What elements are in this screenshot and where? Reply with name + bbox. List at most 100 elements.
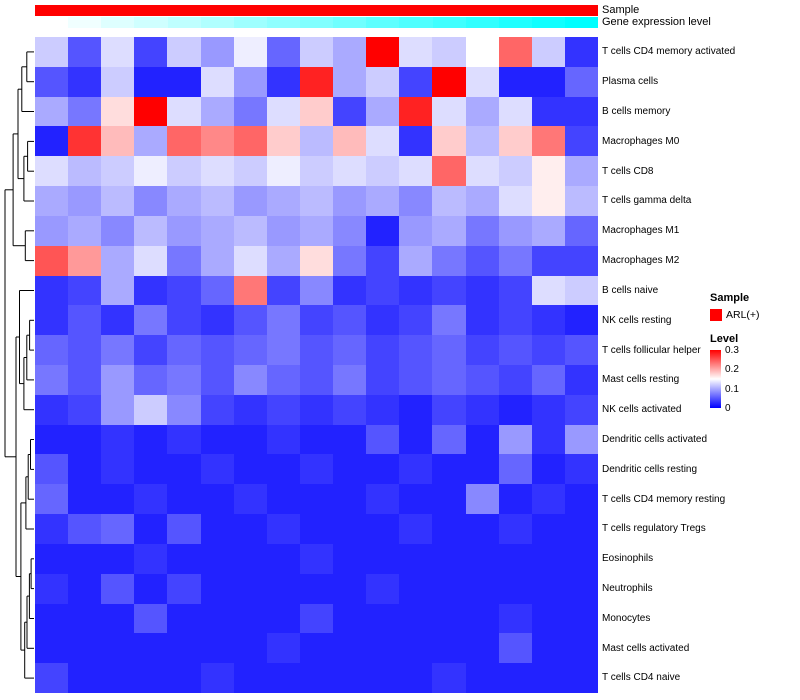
legend-level-title: Level bbox=[710, 333, 739, 345]
heatmap-cell bbox=[333, 543, 367, 574]
heatmap-cell bbox=[333, 66, 367, 97]
heatmap-cell bbox=[432, 215, 466, 246]
heatmap-cell bbox=[366, 365, 400, 395]
heatmap-cell bbox=[333, 215, 367, 246]
heatmap-cell bbox=[465, 37, 499, 67]
heatmap-cell bbox=[366, 424, 400, 455]
heatmap-cell bbox=[498, 275, 532, 306]
heatmap-cell bbox=[498, 603, 532, 634]
heatmap-cell bbox=[531, 37, 565, 67]
sample-annotation-cell bbox=[35, 5, 69, 16]
heatmap-cell bbox=[299, 245, 334, 276]
heatmap-cell bbox=[200, 156, 234, 187]
heatmap-cell bbox=[366, 603, 400, 634]
gene-expression-annotation-bar bbox=[35, 17, 599, 28]
row-label: Macrophages M2 bbox=[602, 255, 680, 267]
heatmap-cell bbox=[299, 275, 334, 306]
heatmap-cell bbox=[134, 96, 168, 127]
heatmap-cell bbox=[68, 215, 102, 246]
heatmap-cell bbox=[399, 186, 433, 216]
row-label: Dendritic cells activated bbox=[602, 433, 708, 445]
sample-annotation-cell bbox=[333, 5, 367, 16]
heatmap-cell bbox=[432, 603, 466, 634]
heatmap-cell bbox=[333, 514, 367, 544]
heatmap-cell bbox=[167, 275, 201, 306]
heatmap-cell bbox=[299, 514, 334, 544]
heatmap-cell bbox=[531, 573, 565, 604]
heatmap-cell bbox=[498, 335, 532, 365]
heatmap-cell bbox=[465, 186, 499, 216]
heatmap-cell bbox=[134, 603, 168, 634]
heatmap-cell bbox=[68, 335, 102, 365]
heatmap-cell bbox=[167, 37, 201, 67]
heatmap-cell bbox=[465, 215, 499, 246]
heatmap-cell bbox=[333, 186, 367, 216]
heatmap-cell bbox=[167, 573, 201, 604]
heatmap-cell bbox=[299, 454, 334, 485]
heatmap-cell bbox=[101, 663, 135, 693]
heatmap-cell bbox=[167, 186, 201, 216]
heatmap-cell bbox=[68, 156, 102, 187]
heatmap-cell bbox=[333, 156, 367, 187]
heatmap-cell bbox=[233, 186, 267, 216]
heatmap-cell bbox=[531, 543, 565, 574]
heatmap-cell bbox=[498, 633, 532, 664]
heatmap-cell bbox=[399, 663, 433, 693]
heatmap-cell bbox=[366, 96, 400, 127]
heatmap-cell bbox=[134, 454, 168, 485]
heatmap-cell bbox=[432, 275, 466, 306]
gene-expression-annotation-cell bbox=[565, 17, 599, 28]
heatmap-cell bbox=[101, 633, 135, 664]
heatmap-cell bbox=[200, 633, 234, 664]
heatmap-cell bbox=[167, 126, 201, 157]
heatmap-cell bbox=[233, 156, 267, 187]
heatmap-cell bbox=[101, 275, 135, 306]
gene-expression-annotation-cell bbox=[465, 17, 499, 28]
heatmap-cell bbox=[101, 96, 135, 127]
heatmap-cell bbox=[68, 394, 102, 425]
heatmap-cell bbox=[531, 394, 565, 425]
heatmap-cell bbox=[266, 573, 300, 604]
heatmap-cell bbox=[399, 543, 433, 574]
heatmap-cell bbox=[35, 186, 69, 216]
level-tick-label: 0.2 bbox=[725, 364, 739, 376]
heatmap-cell bbox=[101, 573, 135, 604]
heatmap-cell bbox=[200, 454, 234, 485]
heatmap-cell bbox=[432, 126, 466, 157]
heatmap-cell bbox=[366, 156, 400, 187]
heatmap-cell bbox=[35, 543, 69, 574]
row-label: B cells memory bbox=[602, 106, 671, 118]
heatmap-cell bbox=[68, 603, 102, 634]
heatmap-cell bbox=[333, 275, 367, 306]
heatmap-cell bbox=[101, 454, 135, 485]
heatmap-cell bbox=[299, 394, 334, 425]
heatmap-cell bbox=[531, 66, 565, 97]
heatmap-cell bbox=[399, 365, 433, 395]
heatmap-cell bbox=[465, 275, 499, 306]
heatmap-cell bbox=[101, 37, 135, 67]
heatmap-cell bbox=[531, 454, 565, 485]
heatmap-cell bbox=[200, 663, 234, 693]
row-label: Plasma cells bbox=[602, 76, 659, 88]
heatmap-cell bbox=[366, 633, 400, 664]
heatmap-cell bbox=[35, 126, 69, 157]
heatmap-cell bbox=[233, 603, 267, 634]
heatmap-cell bbox=[68, 96, 102, 127]
heatmap-cell bbox=[134, 275, 168, 306]
heatmap-cell bbox=[399, 335, 433, 365]
gene-expression-annotation-cell bbox=[266, 17, 300, 28]
heatmap-cell bbox=[531, 484, 565, 515]
heatmap-cell bbox=[35, 633, 69, 664]
heatmap-cell bbox=[465, 66, 499, 97]
heatmap-cell bbox=[68, 275, 102, 306]
heatmap-cell bbox=[35, 275, 69, 306]
heatmap-cell bbox=[101, 603, 135, 634]
heatmap-cell bbox=[266, 484, 300, 515]
heatmap-cell bbox=[134, 335, 168, 365]
heatmap-cell bbox=[333, 96, 367, 127]
heatmap-cell bbox=[564, 633, 598, 664]
heatmap-cell bbox=[68, 573, 102, 604]
heatmap-cell bbox=[68, 37, 102, 67]
heatmap-cell bbox=[366, 394, 400, 425]
sample-annotation-cell bbox=[300, 5, 334, 16]
